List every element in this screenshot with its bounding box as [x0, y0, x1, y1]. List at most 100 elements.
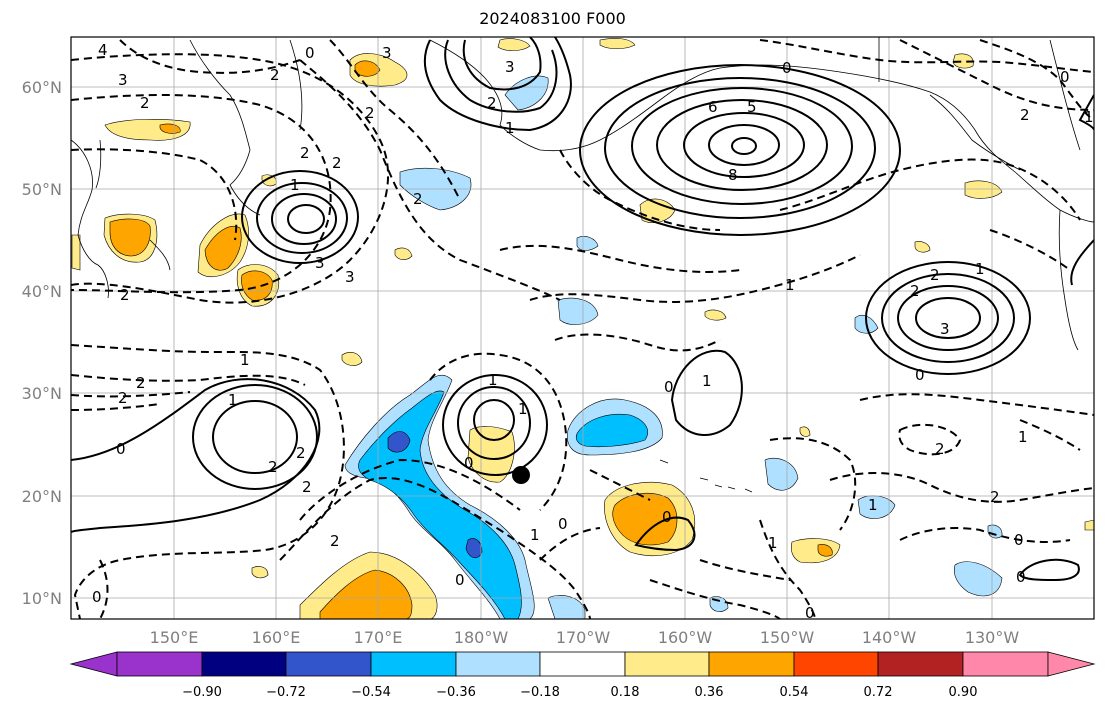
colorbar-bin — [370, 651, 457, 677]
contour-label: 2 — [120, 286, 130, 304]
contour-label: 0 — [464, 454, 474, 472]
colorbar-tick-label: 0.18 — [611, 685, 640, 700]
contour-label: 0 — [664, 378, 674, 396]
location-marker — [512, 466, 530, 484]
contour-label: 0 — [116, 440, 126, 458]
contour-label: 2 — [300, 144, 310, 162]
contours-dashed — [71, 39, 1094, 619]
colorbar-tick-label: −0.18 — [520, 685, 560, 700]
contour-label: 6 — [708, 98, 718, 116]
contour-label: 1 — [530, 526, 540, 544]
contour-label: 1 — [768, 534, 778, 552]
colorbar-bin — [877, 651, 964, 677]
colorbar-bin — [624, 651, 710, 677]
contour-label: 0 — [455, 571, 465, 589]
contour-label: 3 — [118, 71, 128, 89]
contour-label: 1 — [488, 371, 498, 389]
contour-label: 8 — [728, 166, 738, 184]
contour-label: 1 — [868, 496, 878, 514]
contour-label: 1 — [785, 276, 795, 294]
contour-label: 2 — [487, 94, 497, 112]
contour-label: 0 — [305, 44, 315, 62]
contour-label: 2 — [930, 266, 940, 284]
contour-label: 2 — [268, 458, 278, 476]
lon-label: 160°W — [658, 628, 713, 647]
colorbar-tick-label: −0.54 — [351, 685, 391, 700]
contour-label: 1 — [228, 391, 238, 409]
lat-label: 30°N — [22, 384, 62, 403]
contour-label: 1 — [290, 176, 300, 194]
contour-label: 2 — [330, 532, 340, 550]
contour-label: 0 — [915, 366, 925, 384]
lat-label: 40°N — [22, 282, 62, 301]
contour-label: 2 — [140, 94, 150, 112]
lon-label: 130°W — [965, 628, 1020, 647]
contour-labels: 4 3 2 2 0 3 1 2 0 6 5 8 3 2 1 2 2 3 3 2 … — [92, 41, 1094, 622]
colorbar-bin — [201, 651, 287, 677]
lon-label: 140°W — [862, 628, 917, 647]
lon-label: 150°E — [150, 628, 199, 647]
coastlines — [71, 37, 1094, 493]
contour-label: 1 — [1018, 428, 1028, 446]
contour-label: 0 — [1060, 68, 1070, 86]
contour-label: 2 — [118, 389, 128, 407]
contour-label: 0 — [1016, 568, 1026, 586]
colorbar-max-extension — [1047, 651, 1096, 677]
colorbar-tick-label: −0.72 — [266, 685, 306, 700]
contour-label: 2 — [365, 104, 375, 122]
colorbar-bin — [539, 651, 626, 677]
contour-label: 0 — [1014, 531, 1024, 549]
contour-label: 2 — [935, 440, 945, 458]
contour-label: 1 — [240, 351, 250, 369]
colorbar-bin — [116, 651, 203, 677]
colorbar-tick-label: 0.72 — [864, 685, 893, 700]
lon-label: 170°E — [354, 628, 403, 647]
lon-label: 170°W — [556, 628, 611, 647]
contour-label: 5 — [747, 98, 757, 116]
colorbar — [69, 651, 1096, 677]
contour-label: 2 — [910, 282, 920, 300]
lat-label: 10°N — [22, 589, 62, 608]
colorbar-tick-label: −0.36 — [436, 685, 476, 700]
contour-label: 1 — [505, 119, 515, 137]
contour-label: 0 — [782, 59, 792, 77]
contour-label: 1 — [702, 372, 712, 390]
contour-label: 2 — [332, 154, 342, 172]
lat-label: 60°N — [22, 78, 62, 97]
contour-label: 3 — [382, 44, 392, 62]
contours-solid — [71, 37, 1094, 582]
contour-label: 0 — [662, 508, 672, 526]
contour-label: 2 — [1020, 106, 1030, 124]
map-title: 2024083100 F000 — [479, 9, 626, 28]
colorbar-ticks: −0.90 −0.72 −0.54 −0.36 −0.18 0.18 0.36 … — [182, 685, 977, 700]
contour-label: 2 — [136, 374, 146, 392]
colorbar-bin — [708, 651, 795, 677]
contour-label: 3 — [940, 320, 950, 338]
contour-label: 2 — [296, 444, 306, 462]
contour-label: 0 — [805, 604, 815, 622]
colorbar-tick-label: 0.36 — [695, 685, 724, 700]
lat-label: 50°N — [22, 180, 62, 199]
colorbar-bin — [793, 651, 879, 677]
lon-label: 180°W — [454, 628, 509, 647]
colorbar-tick-label: 0.90 — [949, 685, 978, 700]
contour-label: 1 — [1084, 108, 1094, 126]
colorbar-tick-label: 0.54 — [780, 685, 809, 700]
colorbar-bin — [455, 651, 541, 677]
colorbar-bin — [285, 651, 372, 677]
lon-label: 150°W — [760, 628, 815, 647]
anomaly-shading — [71, 38, 1094, 619]
colorbar-tick-label: −0.90 — [182, 685, 222, 700]
map-frame — [70, 36, 1095, 620]
contour-label: 2 — [302, 478, 312, 496]
lon-label: 160°E — [252, 628, 301, 647]
contour-label: 2 — [990, 488, 1000, 506]
contour-label: 1 — [975, 260, 985, 278]
longitude-labels: 150°E 160°E 170°E 180°W 170°W 160°W 150°… — [150, 628, 1020, 647]
contour-label: 2 — [413, 190, 423, 208]
contour-label: 0 — [558, 515, 568, 533]
contour-label: 2 — [270, 66, 280, 84]
contour-label: 4 — [98, 41, 108, 59]
latitude-labels: 60°N 50°N 40°N 30°N 20°N 10°N — [22, 78, 62, 608]
